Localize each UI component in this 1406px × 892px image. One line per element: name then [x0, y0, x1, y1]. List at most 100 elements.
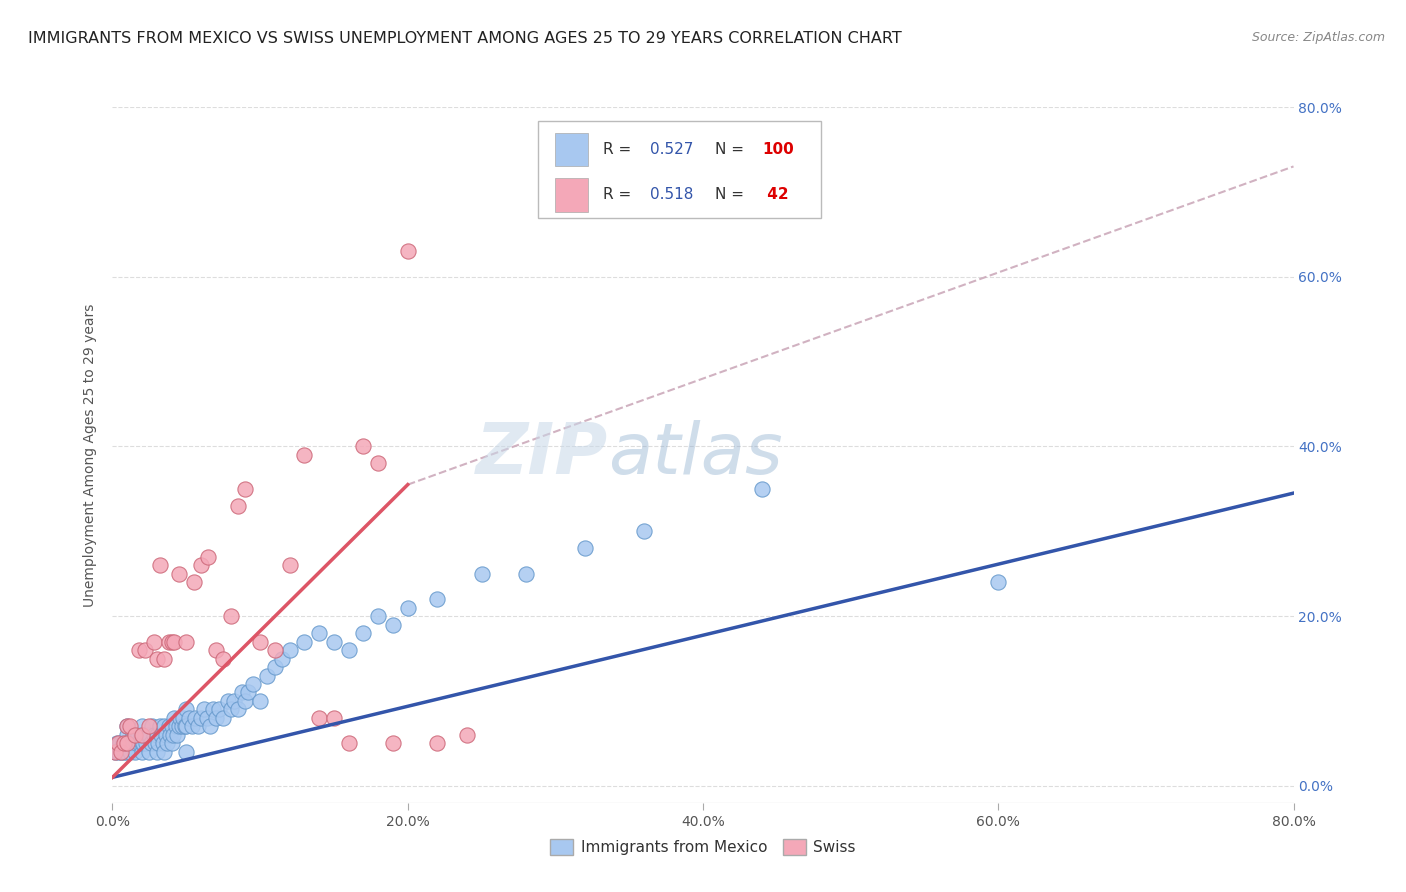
- Point: [104, 745, 127, 759]
- Point: [131, 745, 153, 759]
- Point: [110, 745, 132, 759]
- Point: [118, 736, 141, 750]
- Point: [162, 728, 184, 742]
- Point: [138, 745, 160, 759]
- Point: [396, 600, 419, 615]
- Point: [382, 736, 405, 750]
- Point: [308, 626, 330, 640]
- Point: [426, 592, 449, 607]
- Point: [121, 736, 143, 750]
- Point: [205, 711, 228, 725]
- Point: [226, 702, 249, 716]
- Point: [153, 719, 176, 733]
- Point: [105, 736, 128, 750]
- Point: [155, 728, 177, 742]
- Text: R =: R =: [603, 142, 636, 157]
- Point: [173, 719, 195, 733]
- Point: [456, 728, 478, 742]
- Text: IMMIGRANTS FROM MEXICO VS SWISS UNEMPLOYMENT AMONG AGES 25 TO 29 YEARS CORRELATI: IMMIGRANTS FROM MEXICO VS SWISS UNEMPLOY…: [28, 31, 901, 46]
- Point: [138, 719, 160, 733]
- Point: [120, 719, 142, 733]
- Point: [134, 728, 156, 742]
- FancyBboxPatch shape: [555, 133, 589, 167]
- Text: 42: 42: [762, 187, 789, 202]
- Point: [212, 711, 235, 725]
- Point: [159, 728, 181, 742]
- Point: [131, 736, 153, 750]
- Point: [110, 745, 132, 759]
- Point: [107, 745, 129, 759]
- Point: [198, 719, 221, 733]
- Point: [117, 719, 138, 733]
- Point: [367, 609, 389, 624]
- Point: [163, 634, 186, 648]
- Point: [226, 499, 249, 513]
- Point: [157, 719, 180, 733]
- Point: [129, 728, 152, 742]
- Point: [146, 728, 169, 742]
- Point: [323, 711, 346, 725]
- Text: 0.518: 0.518: [650, 187, 693, 202]
- Point: [174, 719, 197, 733]
- Text: 0.527: 0.527: [650, 142, 693, 157]
- Point: [124, 728, 146, 742]
- Point: [195, 711, 218, 725]
- Point: [233, 482, 256, 496]
- Point: [292, 634, 315, 648]
- Point: [124, 745, 146, 759]
- Point: [135, 736, 157, 750]
- Point: [111, 736, 134, 750]
- Point: [167, 566, 190, 581]
- Point: [190, 711, 212, 725]
- Point: [205, 643, 228, 657]
- Point: [633, 524, 655, 539]
- Point: [264, 660, 287, 674]
- Point: [120, 745, 142, 759]
- Point: [134, 643, 156, 657]
- Point: [256, 668, 278, 682]
- Point: [142, 728, 165, 742]
- Point: [117, 736, 138, 750]
- Point: [222, 694, 245, 708]
- Point: [217, 694, 239, 708]
- Text: atlas: atlas: [609, 420, 783, 490]
- Point: [238, 685, 260, 699]
- Point: [143, 736, 166, 750]
- Point: [139, 736, 162, 750]
- Point: [184, 711, 207, 725]
- Point: [150, 728, 173, 742]
- Point: [160, 736, 183, 750]
- Point: [219, 609, 242, 624]
- Point: [231, 685, 253, 699]
- Point: [249, 634, 271, 648]
- Point: [170, 719, 193, 733]
- Point: [117, 719, 138, 733]
- Text: N =: N =: [714, 187, 748, 202]
- Point: [146, 745, 169, 759]
- Point: [278, 558, 301, 573]
- Point: [125, 736, 148, 750]
- Point: [169, 711, 191, 725]
- Point: [165, 719, 187, 733]
- Point: [292, 448, 315, 462]
- Point: [128, 736, 150, 750]
- Point: [157, 634, 180, 648]
- Point: [127, 728, 149, 742]
- Point: [131, 719, 153, 733]
- Point: [141, 719, 163, 733]
- Point: [117, 736, 138, 750]
- Point: [197, 549, 219, 564]
- Point: [108, 736, 131, 750]
- Point: [128, 643, 150, 657]
- Point: [172, 711, 194, 725]
- Point: [574, 541, 596, 556]
- Point: [233, 694, 256, 708]
- Point: [751, 482, 773, 496]
- Legend: Immigrants from Mexico, Swiss: Immigrants from Mexico, Swiss: [544, 833, 862, 862]
- Point: [193, 702, 215, 716]
- Point: [167, 719, 190, 733]
- Point: [124, 728, 146, 742]
- Point: [179, 711, 201, 725]
- Point: [382, 617, 405, 632]
- Point: [131, 728, 153, 742]
